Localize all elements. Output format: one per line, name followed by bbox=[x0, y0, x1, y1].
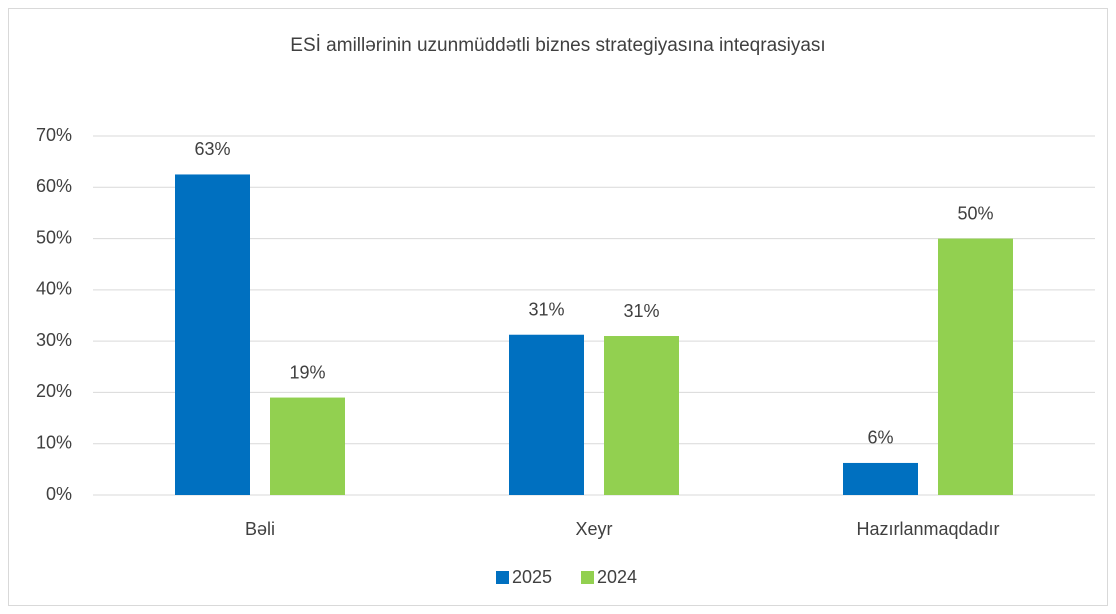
bar bbox=[509, 334, 584, 495]
data-label: 31% bbox=[528, 299, 564, 319]
bar bbox=[938, 238, 1013, 496]
data-label: 50% bbox=[957, 203, 993, 223]
legend-label: 2024 bbox=[597, 567, 637, 587]
y-tick-label: 60% bbox=[36, 176, 72, 196]
y-tick-label: 10% bbox=[36, 432, 72, 452]
y-tick-label: 40% bbox=[36, 279, 72, 299]
bar bbox=[604, 336, 679, 495]
legend-label: 2025 bbox=[512, 567, 552, 587]
x-tick-label: Bəli bbox=[245, 519, 275, 539]
data-label: 6% bbox=[867, 428, 893, 448]
y-tick-label: 20% bbox=[36, 381, 72, 401]
data-label: 31% bbox=[623, 301, 659, 321]
x-tick-label: Hazırlanmaqdadır bbox=[856, 519, 999, 539]
y-tick-label: 0% bbox=[46, 484, 72, 504]
legend-swatch bbox=[496, 571, 509, 584]
x-tick-label: Xeyr bbox=[575, 519, 612, 539]
bar bbox=[175, 174, 250, 495]
legend-swatch bbox=[581, 571, 594, 584]
y-tick-label: 50% bbox=[36, 227, 72, 247]
y-tick-label: 70% bbox=[36, 125, 72, 145]
bar bbox=[270, 397, 345, 495]
y-tick-label: 30% bbox=[36, 330, 72, 350]
data-label: 19% bbox=[289, 362, 325, 382]
data-label: 63% bbox=[194, 139, 230, 159]
bar bbox=[843, 462, 918, 495]
chart-title: ESİ amillərinin uzunmüddətli biznes stra… bbox=[290, 35, 825, 56]
